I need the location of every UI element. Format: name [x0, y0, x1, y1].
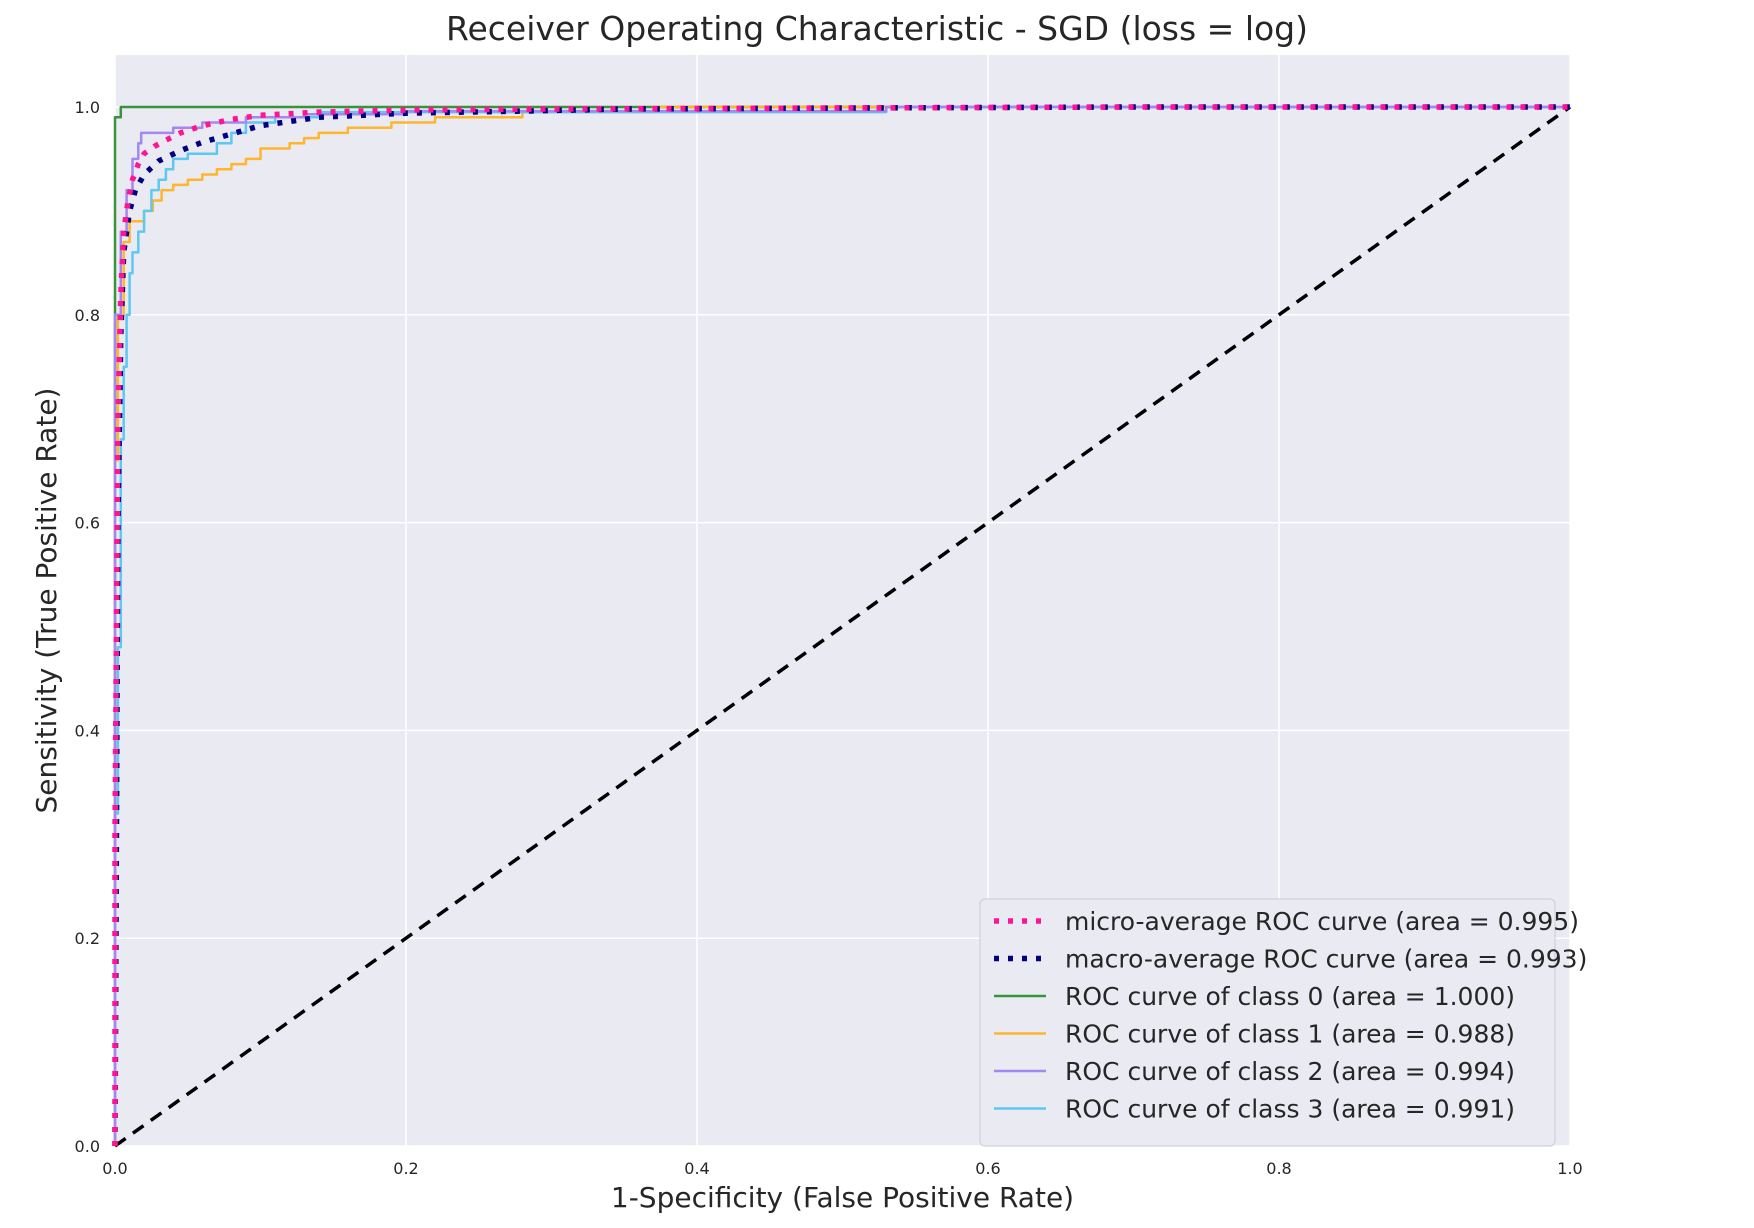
- series-line-0: [112, 104, 1570, 1146]
- series-line-2: [113, 105, 1570, 1146]
- y-tick-label: 0.0: [75, 1137, 100, 1156]
- legend-entry: ROC curve of class 2 (area = 0.994): [1065, 1057, 1515, 1086]
- x-axis-label: 1-Specificity (False Positive Rate): [611, 1181, 1074, 1214]
- legend-entry: macro-average ROC curve (area = 0.993): [1065, 945, 1587, 974]
- legend-entry: ROC curve of class 0 (area = 1.000): [1065, 982, 1515, 1011]
- series-lines: [112, 104, 1572, 1148]
- legend-box: [979, 898, 1556, 1147]
- legend-entry: ROC curve of class 1 (area = 0.988): [1065, 1020, 1515, 1049]
- x-tick-label: 0.6: [975, 1159, 1000, 1178]
- x-tick-label: 0.2: [393, 1159, 418, 1178]
- y-tick-label: 0.8: [75, 306, 100, 325]
- y-tick-label: 0.2: [75, 929, 100, 948]
- grid-lines: [114, 55, 1571, 1147]
- y-axis-label: Sensitivity (True Positive Rate): [30, 388, 63, 814]
- x-tick-label: 0.0: [102, 1159, 127, 1178]
- y-tick-labels: 0.0 0.2 0.4 0.6 0.8 1.0: [75, 98, 100, 1156]
- x-tick-label: 1.0: [1557, 1159, 1582, 1178]
- legend-entry: ROC curve of class 3 (area = 0.991): [1065, 1095, 1515, 1124]
- x-tick-label: 0.4: [684, 1159, 709, 1178]
- legend-entry: micro-average ROC curve (area = 0.995): [1065, 907, 1579, 936]
- x-tick-label: 0.8: [1266, 1159, 1291, 1178]
- series-line-3: [113, 105, 1570, 1146]
- series-line-5: [113, 105, 1570, 1146]
- y-tick-label: 0.6: [75, 514, 100, 533]
- x-tick-labels: 0.0 0.2 0.4 0.6 0.8 1.0: [102, 1159, 1582, 1178]
- legend: micro-average ROC curve (area = 0.995) ma…: [979, 898, 1587, 1147]
- chance-diagonal-line: [113, 105, 1572, 1148]
- y-tick-label: 0.4: [75, 721, 100, 740]
- chart-title: Receiver Operating Characteristic - SGD …: [446, 9, 1308, 48]
- y-tick-label: 1.0: [75, 98, 100, 117]
